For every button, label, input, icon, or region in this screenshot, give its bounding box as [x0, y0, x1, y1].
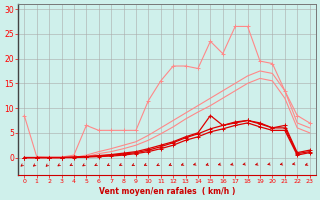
- X-axis label: Vent moyen/en rafales  ( km/h ): Vent moyen/en rafales ( km/h ): [99, 187, 235, 196]
